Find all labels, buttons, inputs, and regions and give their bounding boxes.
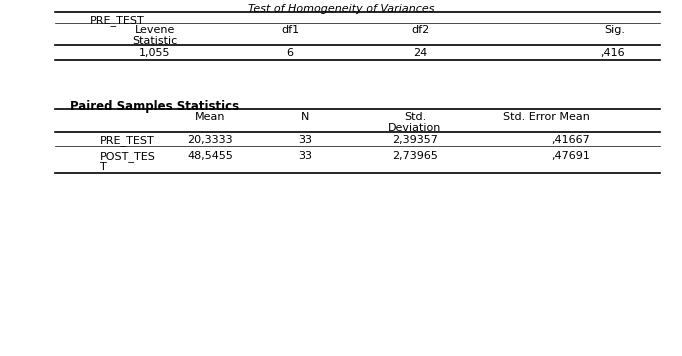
Text: Levene: Levene — [135, 25, 175, 35]
Text: 1,055: 1,055 — [139, 48, 170, 58]
Text: 33: 33 — [298, 151, 312, 161]
Text: ,41667: ,41667 — [551, 135, 590, 145]
Text: Std.: Std. — [404, 112, 426, 122]
Text: 2,39357: 2,39357 — [392, 135, 438, 145]
Text: N: N — [301, 112, 309, 122]
Text: Statistic: Statistic — [132, 36, 177, 46]
Text: 6: 6 — [286, 48, 293, 58]
Text: Paired Samples Statistics: Paired Samples Statistics — [70, 100, 239, 113]
Text: Deviation: Deviation — [388, 123, 442, 133]
Text: ,416: ,416 — [600, 48, 625, 58]
Text: Mean: Mean — [195, 112, 225, 122]
Text: POST_TES: POST_TES — [100, 151, 156, 162]
Text: 48,5455: 48,5455 — [187, 151, 233, 161]
Text: PRE_TEST: PRE_TEST — [100, 135, 155, 146]
Text: Sig.: Sig. — [604, 25, 625, 35]
Text: 33: 33 — [298, 135, 312, 145]
Text: Test of Homogeneity of Variances: Test of Homogeneity of Variances — [248, 4, 434, 14]
Text: PRE_TEST: PRE_TEST — [90, 15, 145, 26]
Text: 2,73965: 2,73965 — [392, 151, 438, 161]
Text: df2: df2 — [411, 25, 429, 35]
Text: T: T — [100, 162, 107, 172]
Text: Std. Error Mean: Std. Error Mean — [503, 112, 590, 122]
Text: ,47691: ,47691 — [551, 151, 590, 161]
Text: df1: df1 — [281, 25, 299, 35]
Text: 24: 24 — [413, 48, 427, 58]
Text: 20,3333: 20,3333 — [187, 135, 233, 145]
